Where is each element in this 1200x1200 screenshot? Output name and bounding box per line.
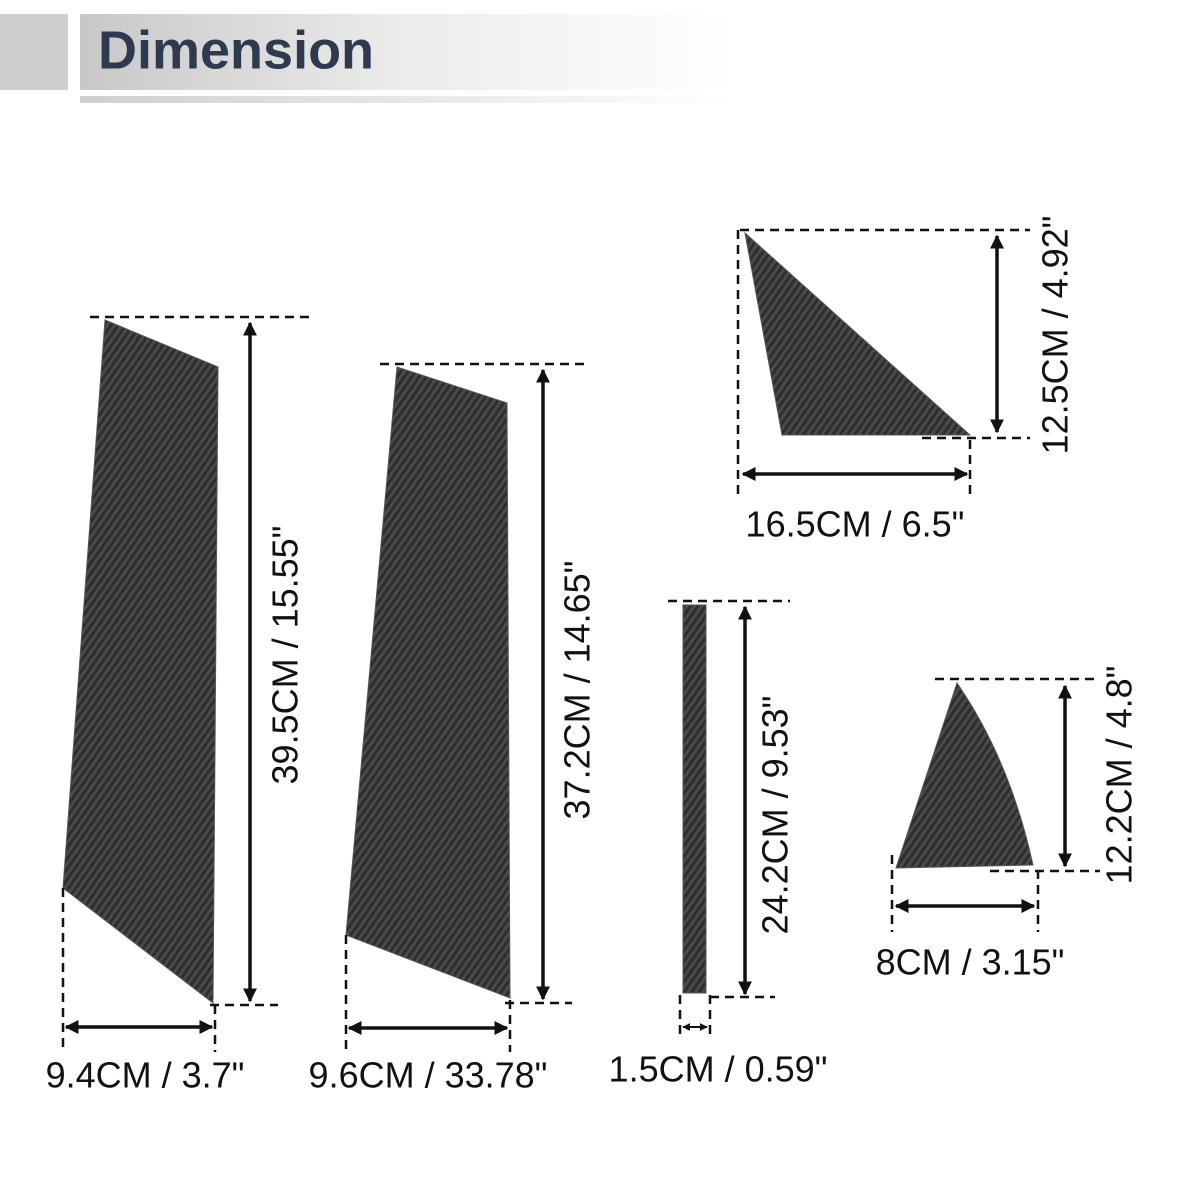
piece-5: 8CM / 3.15" 12.2CM / 4.8" xyxy=(876,666,1140,983)
height-label: 12.5CM / 4.92" xyxy=(1035,216,1076,455)
width-label: 16.5CM / 6.5" xyxy=(746,504,965,545)
piece-shape xyxy=(62,319,219,1005)
height-label: 39.5CM / 15.55" xyxy=(265,526,306,785)
piece-shape xyxy=(895,681,1034,869)
piece-4: 16.5CM / 6.5" 12.5CM / 4.92" xyxy=(736,216,1076,545)
header-title: Dimension xyxy=(98,20,374,80)
header-band xyxy=(80,14,730,90)
width-label: 1.5CM / 0.59" xyxy=(609,1049,828,1090)
height-label: 37.2CM / 14.65" xyxy=(557,561,598,820)
piece-1: 9.4CM / 3.7" 39.5CM / 15.55" xyxy=(46,315,312,1096)
height-label: 24.2CM / 9.53" xyxy=(755,696,796,935)
width-label: 9.6CM / 33.78" xyxy=(309,1055,548,1096)
piece-shape xyxy=(345,366,511,999)
width-label: 9.4CM / 3.7" xyxy=(46,1055,245,1096)
piece-2: 9.6CM / 33.78" 37.2CM / 14.65" xyxy=(309,362,598,1096)
piece-shape xyxy=(744,231,972,436)
piece-shape xyxy=(682,604,707,994)
header-underline xyxy=(80,96,730,103)
height-label: 12.2CM / 4.8" xyxy=(1099,666,1140,885)
width-label: 8CM / 3.15" xyxy=(876,942,1065,983)
piece-3: 1.5CM / 0.59" 24.2CM / 9.53" xyxy=(609,599,828,1090)
header-block xyxy=(0,14,68,90)
